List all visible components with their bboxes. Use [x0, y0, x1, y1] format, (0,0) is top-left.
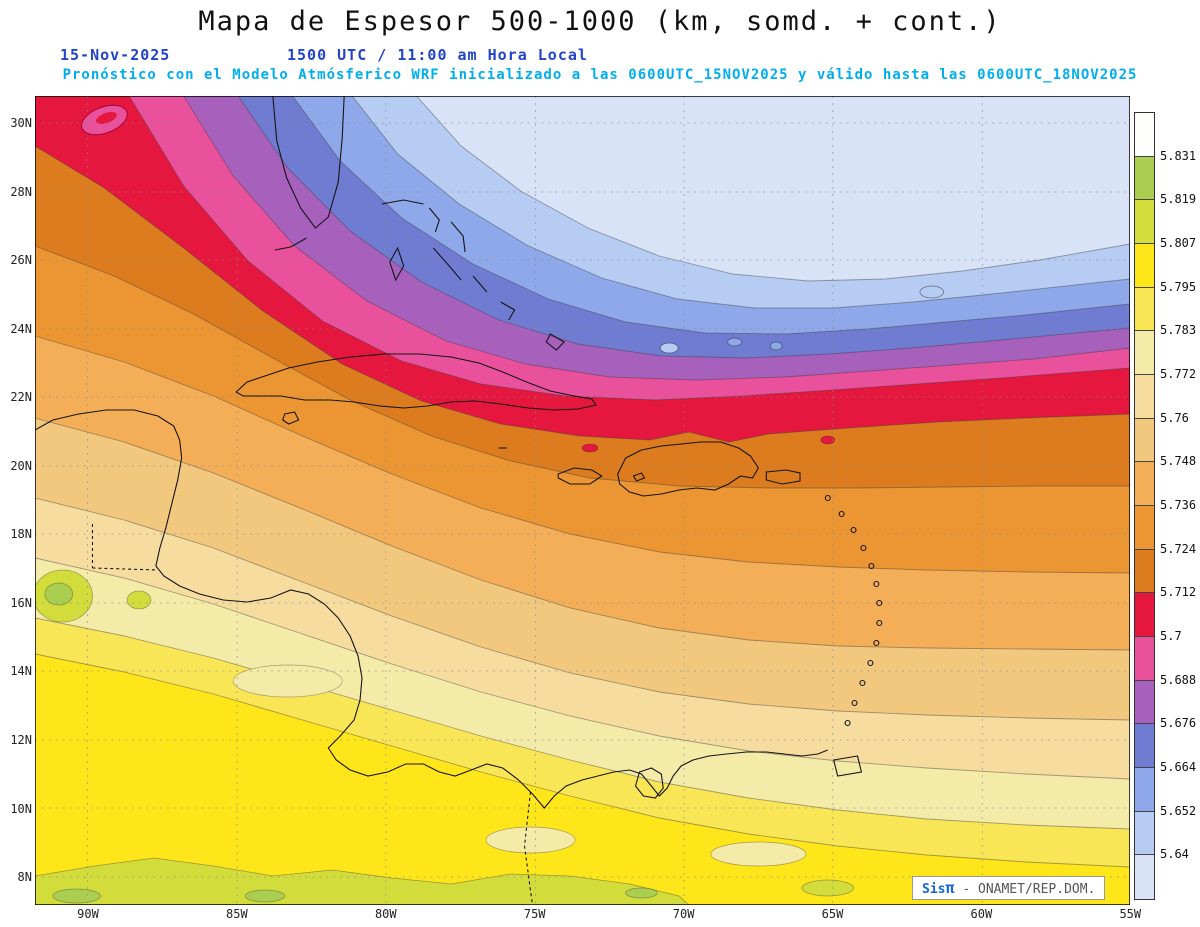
- lat-label: 18N: [10, 527, 32, 542]
- colorbar-segment: [1135, 636, 1154, 681]
- colorbar-segment: [1135, 113, 1154, 157]
- credit-org: - ONAMET/REP.DOM.: [962, 882, 1096, 897]
- colorbar-segment: [1135, 505, 1154, 550]
- lat-label: 22N: [10, 390, 32, 405]
- map-area: [35, 96, 1130, 905]
- colorbar-label: 5.688: [1160, 672, 1197, 687]
- date-label: 15-Nov-2025: [60, 46, 171, 64]
- colorbar-label: 5.748: [1160, 454, 1197, 469]
- forecast-line: Pronóstico con el Modelo Atmósferico WRF…: [62, 67, 1138, 83]
- colorbar-label: 5.7: [1160, 629, 1182, 643]
- lat-label: 20N: [10, 458, 32, 473]
- colorbar-label: 5.652: [1160, 803, 1197, 818]
- colorbar-segment: [1135, 418, 1154, 463]
- time-label: 1500 UTC / 11:00 am Hora Local: [287, 46, 588, 64]
- colorbar: [1134, 112, 1155, 900]
- map-canvas: [35, 96, 1130, 905]
- lat-label: 28N: [10, 184, 32, 199]
- colorbar-label: 5.712: [1160, 585, 1197, 600]
- lat-label: 10N: [10, 801, 32, 816]
- colorbar-segment: [1135, 287, 1154, 332]
- lat-label: 26N: [10, 253, 32, 268]
- colorbar-label: 5.807: [1160, 236, 1197, 250]
- colorbar-segment: [1135, 680, 1154, 725]
- credit-badge: Sisπ - ONAMET/REP.DOM.: [912, 876, 1106, 900]
- colorbar-segment: [1135, 593, 1154, 637]
- colorbar-segment: [1135, 855, 1154, 899]
- page-title: Mapa de Espesor 500-1000 (km, somd. + co…: [198, 6, 1002, 37]
- colorbar-label: 5.664: [1160, 760, 1197, 774]
- colorbar-segment: [1135, 549, 1154, 594]
- colorbar-segment: [1135, 767, 1154, 812]
- lon-label: 80W: [374, 907, 397, 921]
- lon-label: 70W: [672, 907, 695, 921]
- colorbar-segment: [1135, 374, 1154, 419]
- lon-label: 85W: [226, 907, 248, 921]
- colorbar-segment: [1135, 200, 1154, 244]
- colorbar-segment: [1135, 724, 1154, 768]
- colorbar-label: 5.783: [1160, 323, 1197, 338]
- colorbar-label: 5.819: [1160, 192, 1197, 207]
- colorbar-label: 5.676: [1160, 716, 1197, 731]
- colorbar-segment: [1135, 243, 1154, 288]
- lon-label: 55W: [1119, 907, 1142, 921]
- colorbar-segment: [1135, 156, 1154, 201]
- colorbar-label: 5.724: [1160, 541, 1197, 556]
- colorbar-label: 5.772: [1160, 367, 1197, 381]
- lon-label: 60W: [970, 907, 993, 921]
- colorbar-segment: [1135, 811, 1154, 856]
- colorbar-label: 5.795: [1160, 279, 1197, 294]
- lon-label: 75W: [523, 907, 546, 921]
- colorbar-label: 5.831: [1160, 148, 1197, 163]
- lat-label: 24N: [10, 321, 32, 336]
- colorbar-segment: [1135, 462, 1154, 506]
- lat-label: 12N: [10, 732, 32, 747]
- colorbar-label: 5.736: [1160, 498, 1197, 512]
- lat-label: 16N: [10, 595, 32, 610]
- colorbar-segment: [1135, 331, 1154, 375]
- lat-label: 30N: [10, 116, 32, 130]
- colorbar-label: 5.64: [1160, 847, 1189, 862]
- colorbar-label: 5.76: [1160, 410, 1189, 425]
- lon-label: 90W: [77, 907, 99, 921]
- lat-label: 14N: [10, 664, 32, 679]
- lat-label: 8N: [17, 870, 32, 885]
- lon-label: 65W: [821, 907, 844, 921]
- pi-logo-glyph: π: [945, 879, 955, 897]
- credit-brand: Sis: [922, 882, 946, 897]
